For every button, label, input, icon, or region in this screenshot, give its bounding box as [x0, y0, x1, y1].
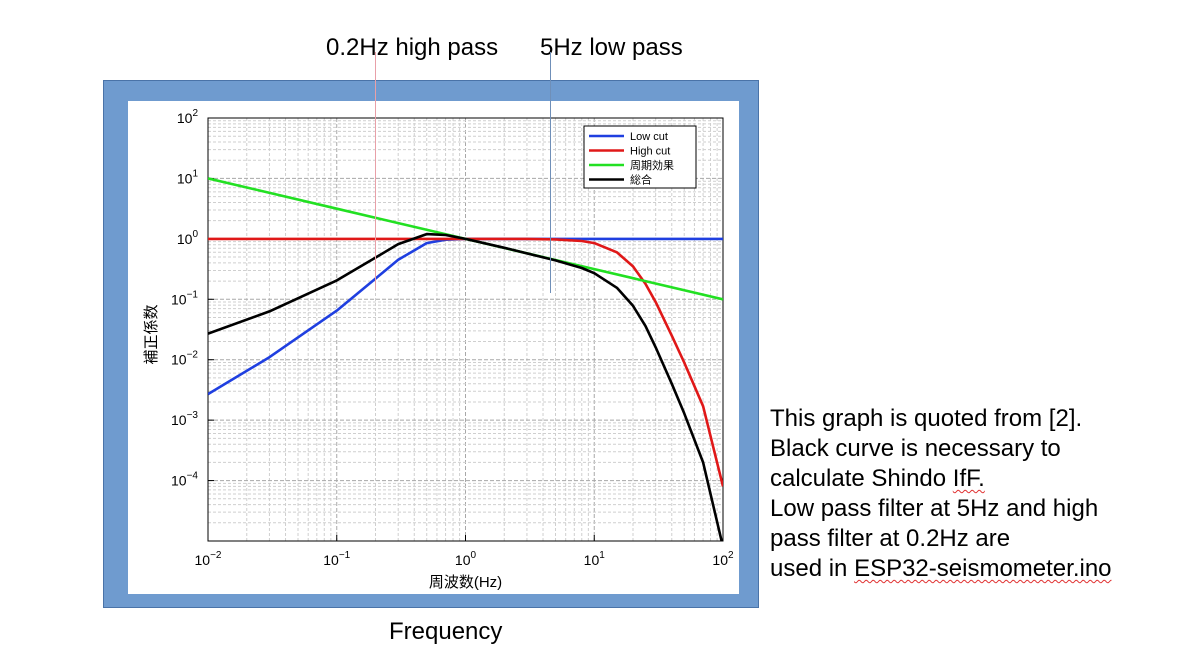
legend-label: Low cut [630, 131, 668, 143]
grid [207, 118, 723, 542]
x-axis-label: 周波数(Hz) [429, 574, 502, 591]
y-tick-label: 100 [177, 229, 199, 247]
note-line-4: Low pass filter at 5Hz and high [770, 495, 1099, 522]
y-tick-label: 10−2 [171, 350, 198, 368]
series-line-2 [208, 237, 723, 487]
frequency-label: Frequency [389, 618, 503, 645]
correction-factor-chart: 10−2 10−1 100 101 102 102 101 100 10−1 10−2 10−3 10… [143, 108, 734, 591]
chart-panel: 10−2 10−1 100 101 102 102 101 100 10−1 10−2 10−3 10… [128, 101, 739, 594]
y-tick-label: 10−4 [171, 471, 198, 489]
y-tick-label: 102 [177, 108, 199, 126]
x-tick-label: 102 [712, 550, 734, 568]
low-pass-label: 5Hz low pass [540, 34, 683, 61]
note-line-3: calculate Shindo IfF. [770, 464, 1112, 494]
note-line-6-text: used in [770, 555, 855, 582]
legend-label: 総合 [630, 173, 652, 187]
note-line-1: This graph is quoted from [2]. [770, 405, 1083, 432]
note-text: This graph is quoted from [2]. Black cur… [770, 404, 1112, 584]
x-tick-label: 10−1 [323, 550, 350, 568]
y-tick-label: 10−1 [171, 289, 198, 307]
note-line-2: Black curve is necessary to [770, 435, 1061, 462]
note-line-6-filename: ESP32-seismometer.ino [854, 555, 1112, 582]
note-line-3-text: calculate Shindo [770, 465, 953, 492]
y-tick-label: 101 [177, 168, 199, 186]
series-line-4 [208, 232, 723, 541]
x-tick-label: 10−2 [195, 550, 222, 568]
x-tick-label: 101 [584, 550, 606, 568]
high-pass-indicator-line [374, 52, 376, 290]
y-axis-label: 補正係数 [143, 304, 160, 364]
legend-label: 周期効果 [630, 158, 674, 172]
chart-frame: 10−2 10−1 100 101 102 102 101 100 10−1 10−2 10−3 10… [103, 80, 759, 608]
high-pass-label: 0.2Hz high pass [326, 34, 499, 61]
note-line-5: pass filter at 0.2Hz are [770, 525, 1011, 552]
legend-label: High cut [630, 146, 670, 158]
note-line-3-misspelled: IfF. [952, 465, 985, 492]
y-tick-label: 10−3 [171, 410, 198, 428]
grid-clip [207, 118, 723, 542]
x-tick-label: 100 [455, 550, 477, 568]
low-pass-indicator-line [549, 52, 551, 293]
note-line-6: used in ESP32-seismometer.ino [770, 554, 1112, 584]
